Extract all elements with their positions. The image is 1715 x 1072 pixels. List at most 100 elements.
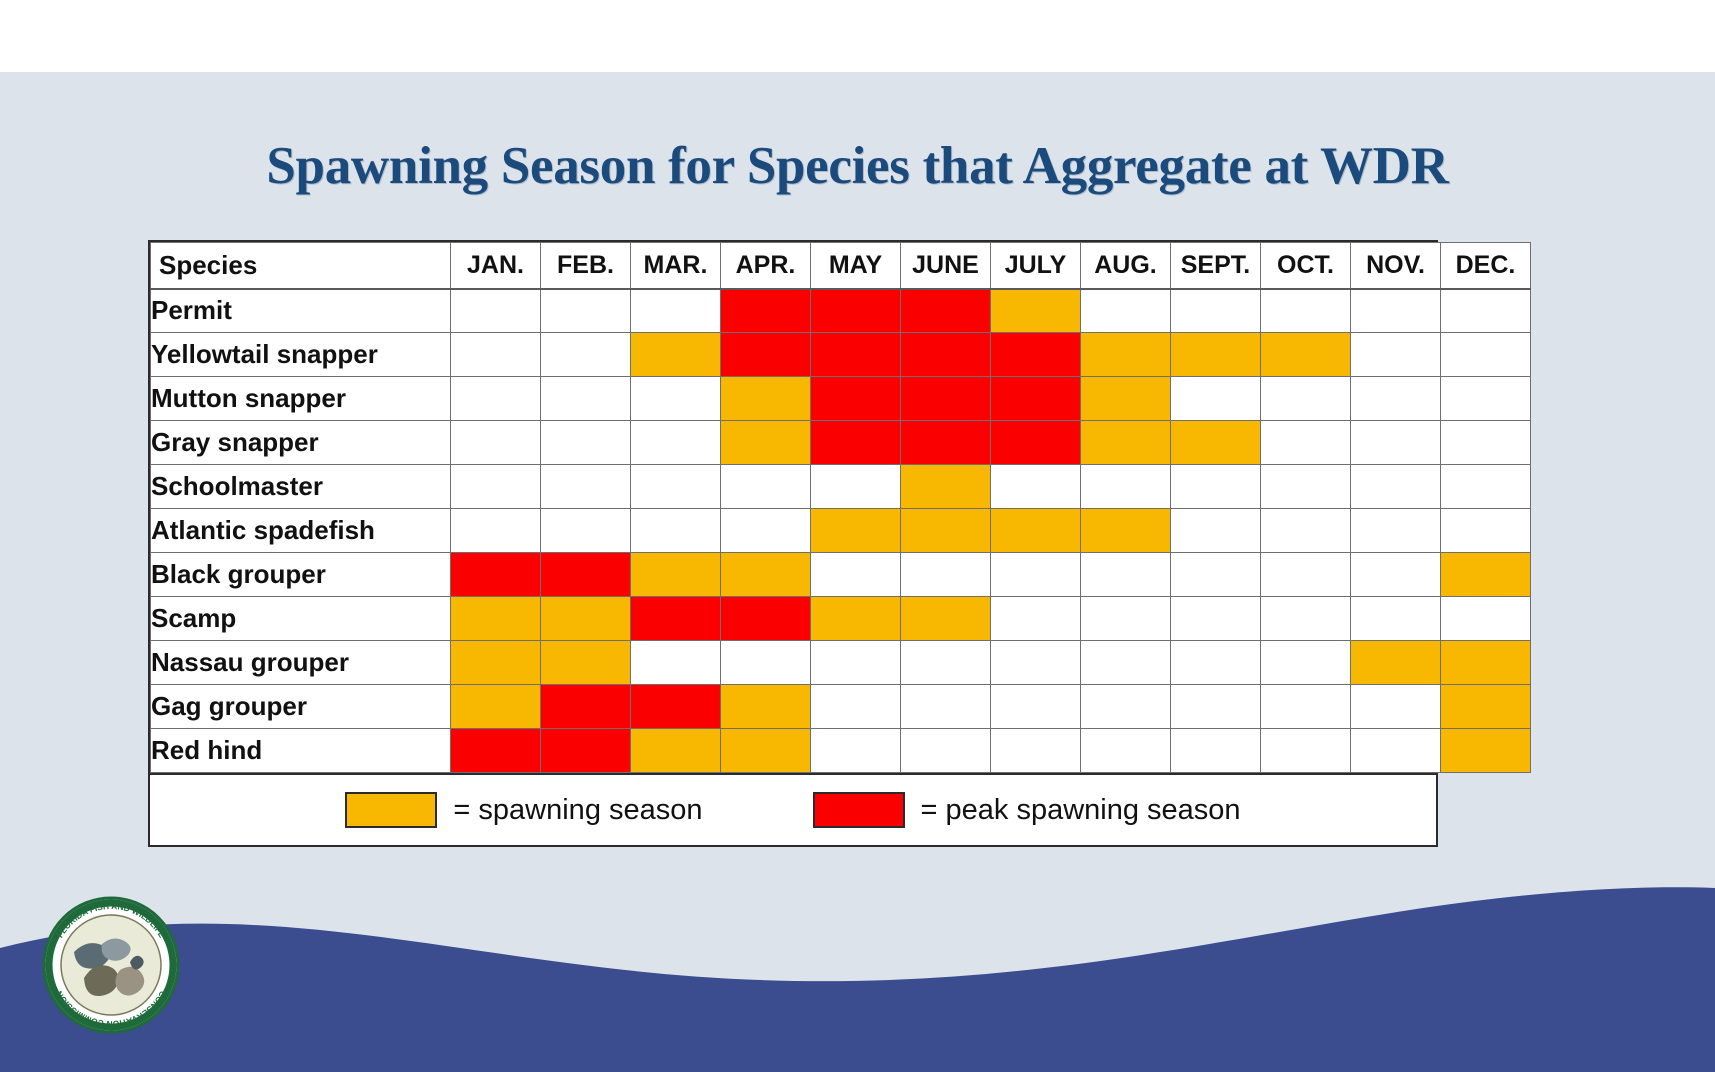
cell-sept xyxy=(1170,552,1261,597)
cell-oct xyxy=(1260,508,1351,553)
cell-feb xyxy=(540,552,631,597)
cell-dec xyxy=(1440,420,1531,465)
spawning-season-label: = spawning season xyxy=(453,793,703,826)
cell-aug xyxy=(1080,332,1171,377)
peak-spawning-season-label: = peak spawning season xyxy=(920,793,1241,826)
cell-aug xyxy=(1080,640,1171,685)
cell-aug xyxy=(1080,464,1171,509)
cell-july xyxy=(990,332,1081,377)
cell-aug xyxy=(1080,728,1171,773)
cell-july xyxy=(990,508,1081,553)
species-label: Permit xyxy=(150,288,451,333)
table-row: Gag grouper xyxy=(150,684,1531,729)
cell-july xyxy=(990,640,1081,685)
cell-mar xyxy=(630,420,721,465)
cell-jan xyxy=(450,552,541,597)
cell-jan xyxy=(450,596,541,641)
cell-sept xyxy=(1170,684,1261,729)
cell-oct xyxy=(1260,728,1351,773)
cell-mar xyxy=(630,684,721,729)
cell-sept xyxy=(1170,332,1261,377)
cell-oct xyxy=(1260,464,1351,509)
cell-nov xyxy=(1350,332,1441,377)
spawning-season-swatch xyxy=(345,792,438,828)
cell-oct xyxy=(1260,684,1351,729)
cell-jan xyxy=(450,464,541,509)
cell-may xyxy=(810,464,901,509)
cell-oct xyxy=(1260,552,1351,597)
cell-apr xyxy=(720,640,811,685)
table-body: Permit Yellowtail snapper Mutton snapper Gr… xyxy=(150,288,1531,773)
table-row: Atlantic spadefish xyxy=(150,508,1531,553)
cell-mar xyxy=(630,508,721,553)
table-row: Nassau grouper xyxy=(150,640,1531,685)
species-label: Atlantic spadefish xyxy=(150,508,451,553)
cell-june xyxy=(900,684,991,729)
cell-apr xyxy=(720,376,811,421)
cell-jan xyxy=(450,508,541,553)
cell-nov xyxy=(1350,508,1441,553)
species-label: Schoolmaster xyxy=(150,464,451,509)
cell-nov xyxy=(1350,596,1441,641)
page-title: Spawning Season for Species that Aggrega… xyxy=(266,137,1449,195)
column-header-july: JULY xyxy=(990,242,1081,290)
cell-july xyxy=(990,728,1081,773)
cell-nov xyxy=(1350,376,1441,421)
cell-apr xyxy=(720,288,811,333)
cell-jan xyxy=(450,332,541,377)
cell-mar xyxy=(630,464,721,509)
cell-feb xyxy=(540,728,631,773)
fwc-logo: FLORIDA FISH AND WILDLIFE CONSERVATION C… xyxy=(42,896,180,1034)
cell-oct xyxy=(1260,376,1351,421)
cell-nov xyxy=(1350,728,1441,773)
cell-apr xyxy=(720,420,811,465)
cell-jan xyxy=(450,420,541,465)
cell-nov xyxy=(1350,464,1441,509)
cell-dec xyxy=(1440,288,1531,333)
cell-oct xyxy=(1260,596,1351,641)
table-row: Red hind xyxy=(150,728,1531,773)
table-row: Black grouper xyxy=(150,552,1531,597)
cell-june xyxy=(900,464,991,509)
cell-june xyxy=(900,508,991,553)
cell-mar xyxy=(630,332,721,377)
cell-aug xyxy=(1080,552,1171,597)
cell-may xyxy=(810,640,901,685)
cell-jan xyxy=(450,288,541,333)
cell-oct xyxy=(1260,420,1351,465)
cell-july xyxy=(990,596,1081,641)
cell-june xyxy=(900,728,991,773)
table-row: Permit xyxy=(150,288,1531,333)
cell-apr xyxy=(720,508,811,553)
cell-dec xyxy=(1440,684,1531,729)
cell-may xyxy=(810,332,901,377)
cell-may xyxy=(810,596,901,641)
cell-aug xyxy=(1080,596,1171,641)
species-label: Gag grouper xyxy=(150,684,451,729)
cell-july xyxy=(990,376,1081,421)
cell-aug xyxy=(1080,288,1171,333)
legend: = spawning season = peak spawning season xyxy=(150,773,1436,845)
cell-feb xyxy=(540,596,631,641)
column-header-sept: SEPT. xyxy=(1170,242,1261,290)
cell-apr xyxy=(720,728,811,773)
cell-feb xyxy=(540,376,631,421)
cell-oct xyxy=(1260,288,1351,333)
cell-dec xyxy=(1440,552,1531,597)
schedule-table: Species JAN. FEB. MAR. APR. MAY JUNE JUL… xyxy=(150,242,1531,773)
cell-nov xyxy=(1350,288,1441,333)
column-header-jan: JAN. xyxy=(450,242,541,290)
cell-mar xyxy=(630,640,721,685)
cell-dec xyxy=(1440,596,1531,641)
cell-may xyxy=(810,728,901,773)
cell-apr xyxy=(720,464,811,509)
cell-apr xyxy=(720,552,811,597)
cell-nov xyxy=(1350,420,1441,465)
table-row: Gray snapper xyxy=(150,420,1531,465)
cell-aug xyxy=(1080,508,1171,553)
cell-july xyxy=(990,420,1081,465)
cell-sept xyxy=(1170,420,1261,465)
column-header-dec: DEC. xyxy=(1440,242,1531,290)
cell-oct xyxy=(1260,640,1351,685)
cell-apr xyxy=(720,684,811,729)
